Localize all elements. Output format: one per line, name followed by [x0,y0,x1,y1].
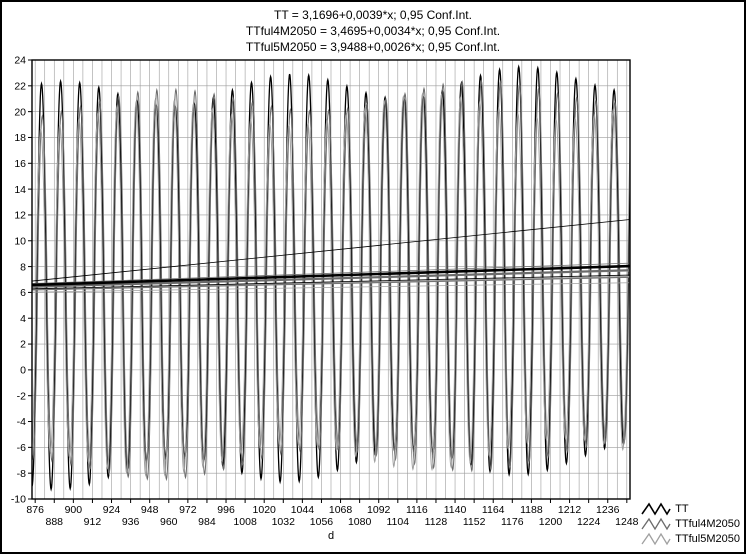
svg-text:16: 16 [14,158,26,170]
trend-tt [32,264,630,287]
svg-text:2: 2 [20,339,26,351]
conf-lower-ttful4m2050 [32,276,630,291]
svg-text:1104: 1104 [387,516,410,528]
svg-text:1164: 1164 [482,504,505,516]
legend-line-sample-tt [641,502,671,516]
svg-text:1248: 1248 [615,516,639,528]
svg-text:1116: 1116 [406,504,428,516]
svg-text:-4: -4 [17,416,26,428]
svg-text:22: 22 [14,80,26,92]
svg-text:936: 936 [122,516,140,528]
svg-text:8: 8 [20,261,26,273]
series-ttful5m2050 [32,92,630,477]
svg-text:996: 996 [217,504,235,516]
svg-text:1008: 1008 [233,516,257,528]
svg-text:1068: 1068 [329,504,353,516]
conf-lower-ttful5m2050 [32,282,630,293]
axis-tick-labels: 242220181614121086420-2-4-6-8-1087688890… [11,55,639,528]
svg-text:1200: 1200 [539,516,563,528]
legend-label-tt: TT [675,503,689,515]
legend-item-ttful4m2050: TTful4M2050 [641,517,740,531]
legend-item-ttful5m2050: TTful5M2050 [641,532,740,546]
trend-lines [32,219,630,293]
svg-text:888: 888 [46,516,64,528]
svg-text:1140: 1140 [444,504,467,516]
svg-text:10: 10 [14,235,26,247]
legend-label-ttful5m2050: TTful5M2050 [675,533,740,545]
svg-text:1080: 1080 [348,516,372,528]
chart-title-line-3: TTful5M2050 = 3,9488+0,0026*x; 0,95 Conf… [245,40,501,54]
legend-line-sample-ttful4m2050 [641,517,671,531]
axis-ticks [28,59,628,503]
conf-upper-tt [32,219,630,282]
svg-text:24: 24 [14,55,26,67]
legend-line-sample-ttful5m2050 [641,532,671,546]
svg-text:-2: -2 [17,390,26,402]
svg-text:12: 12 [14,210,26,222]
svg-text:1032: 1032 [272,516,296,528]
svg-text:-6: -6 [17,442,26,454]
svg-text:1212: 1212 [558,504,582,516]
svg-text:972: 972 [179,504,197,516]
svg-text:-8: -8 [17,468,26,480]
svg-text:18: 18 [14,132,26,144]
svg-text:1056: 1056 [310,516,334,528]
series-ttful4m2050 [32,78,630,482]
trend-ttful4m2050 [32,269,630,288]
svg-text:0: 0 [20,365,26,377]
axes-frame [31,59,631,500]
legend-item-tt: TT [641,502,740,516]
svg-text:948: 948 [141,504,159,516]
chart-title-line-1: TT = 3,1696+0,0039*x; 0,95 Conf.Int. [274,8,472,22]
svg-text:4: 4 [20,313,26,325]
conf-upper-ttful4m2050 [32,262,630,284]
svg-text:1176: 1176 [501,516,524,528]
svg-text:1236: 1236 [596,504,620,516]
x-axis-label: d [327,530,335,542]
conf-lower-tt [32,274,630,290]
svg-text:1152: 1152 [463,516,486,528]
svg-text:876: 876 [26,504,44,516]
chart-title-line-2: TTful4M2050 = 3,4695+0,0034*x; 0,95 Conf… [245,24,501,38]
svg-text:-10: -10 [11,494,26,506]
svg-text:1188: 1188 [520,504,543,516]
svg-text:900: 900 [65,504,83,516]
svg-text:1092: 1092 [367,504,391,516]
svg-text:1020: 1020 [253,504,277,516]
svg-text:1044: 1044 [291,504,315,516]
svg-text:924: 924 [103,504,121,516]
legend-label-ttful4m2050: TTful4M2050 [675,518,740,530]
svg-text:6: 6 [20,287,26,299]
svg-text:14: 14 [14,184,26,196]
svg-text:912: 912 [84,516,102,528]
svg-text:1224: 1224 [577,516,601,528]
svg-text:984: 984 [198,516,216,528]
svg-text:20: 20 [14,106,26,118]
svg-text:960: 960 [160,516,178,528]
svg-text:1128: 1128 [425,516,448,528]
series-lines [32,64,630,492]
legend: TT TTful4M2050 TTful5M2050 [641,502,740,546]
